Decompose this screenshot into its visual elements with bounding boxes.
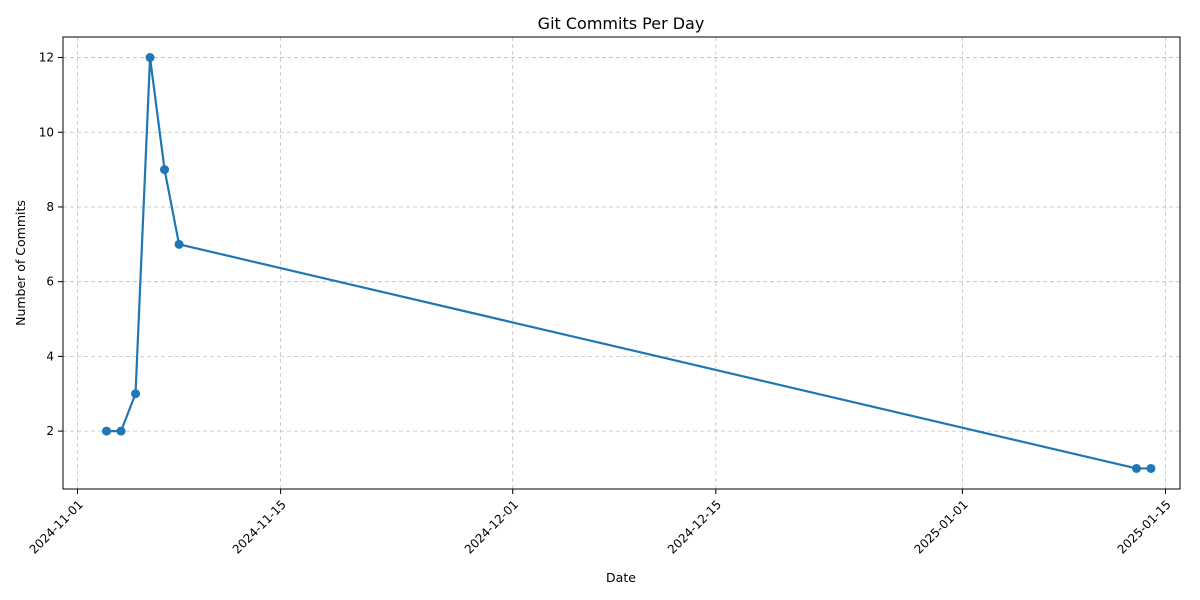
data-point (160, 165, 170, 175)
y-tick-label: 6 (46, 275, 54, 289)
data-point (131, 389, 141, 399)
chart-title: Git Commits Per Day (538, 14, 705, 33)
y-tick-label: 10 (39, 125, 54, 139)
data-point (102, 426, 112, 436)
y-tick-label: 8 (46, 200, 54, 214)
x-tick-label: 2024-12-01 (462, 497, 521, 556)
data-point (116, 426, 126, 436)
series-line (106, 56, 1151, 470)
plot-frame (62, 36, 1181, 490)
x-tick-label: 2025-01-15 (1115, 497, 1174, 556)
y-axis-label: Number of Commits (13, 200, 28, 326)
data-point (1146, 463, 1156, 473)
data-point (174, 239, 184, 249)
x-tick-label: 2025-01-01 (912, 497, 971, 556)
x-axis-label: Date (606, 570, 636, 585)
x-tick-label: 2024-12-15 (665, 497, 724, 556)
data-point (145, 53, 155, 63)
series-layer (102, 53, 1156, 473)
data-point (1131, 463, 1141, 473)
x-tick-label: 2024-11-15 (230, 497, 289, 556)
y-tick-label: 4 (46, 349, 54, 363)
y-tick-label: 2 (46, 424, 54, 438)
y-tick-label: 12 (39, 51, 54, 65)
grid (63, 37, 1180, 489)
y-axis-ticks: 2 4 6 8 10 12 (39, 51, 63, 438)
x-tick-label: 2024-11-01 (27, 497, 86, 556)
x-axis-ticks: 2024-11-01 2024-11-15 2024-12-01 2024-12-15… (27, 489, 1174, 557)
